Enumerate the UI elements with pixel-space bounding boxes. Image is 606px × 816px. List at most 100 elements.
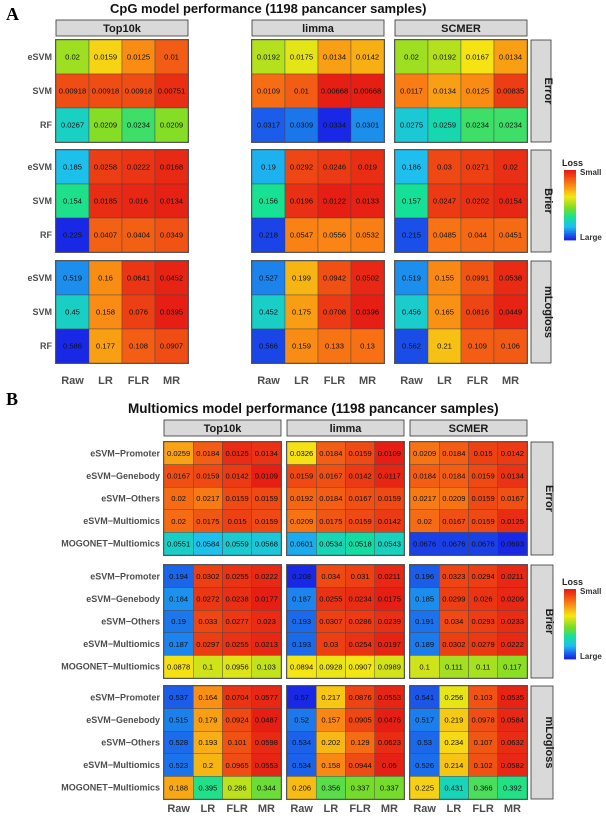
legend-swatch-b [564, 594, 576, 597]
legend-swatch-b [564, 597, 576, 600]
facet-strip-scmer-a [394, 19, 528, 37]
legend-swatch-a [564, 217, 576, 220]
cell-value-error-scmer-esvm-genebody-mr-b: 0.0134 [501, 472, 524, 481]
cell-value-mlogloss-top10k-esvm-others-lr-b: 0.193 [198, 738, 217, 747]
cell-value-brier-top10k-svm-flr-a: 0.016 [129, 197, 148, 206]
cell-value-mlogloss-top10k-rf-lr-a: 0.177 [96, 342, 115, 351]
cell-value-brier-limma-mogonet-multiomics-raw-b: 0.0894 [290, 662, 313, 671]
cell-value-mlogloss-scmer-esvm-lr-a: 0.155 [435, 274, 454, 283]
cell-value-brier-scmer-esvm-others-lr-b: 0.034 [444, 617, 463, 626]
legend-swatch-b [564, 631, 576, 634]
cell-value-brier-top10k-rf-lr-a: 0.0407 [94, 231, 117, 240]
heatmap-cell-mlogloss-scmer-rf-mr-a [493, 328, 528, 364]
heatmap-cell-mlogloss-scmer-rf-lr-a [427, 328, 462, 364]
heatmap-cell-mlogloss-limma-esvm-mr-a [350, 260, 385, 296]
legend-swatch-a [564, 208, 576, 211]
cell-value-error-top10k-esvm-genebody-lr-b: 0.0159 [196, 472, 219, 481]
heatmap-cell-error-scmer-rf-mr-a [493, 107, 528, 143]
cell-value-error-limma-esvm-promoter-raw-b: 0.0326 [290, 449, 313, 458]
heatmap-cell-brier-limma-esvm-raw-a [251, 149, 286, 185]
heatmap-cell-error-top10k-svm-flr-a [121, 73, 156, 109]
row-label-esvm-genebody-brier-b: eSVM−Genebody [86, 594, 160, 604]
heatmap-cell-mlogloss-scmer-svm-raw-a [394, 294, 429, 330]
cell-value-mlogloss-limma-rf-flr-a: 0.133 [325, 342, 344, 351]
legend-swatch-a [564, 226, 576, 229]
row-label-esvm-multiomics-brier-b: eSVM−Multiomics [83, 639, 160, 649]
cell-value-mlogloss-limma-esvm-flr-a: 0.0942 [323, 274, 346, 283]
heatmap-cell-brier-scmer-rf-mr-a [493, 217, 528, 253]
x-label-flr-top10k-a: FLR [128, 375, 149, 387]
legend-swatch-a [564, 187, 576, 190]
legend-swatch-a [564, 224, 576, 227]
heatmap-cell-mlogloss-limma-svm-lr-a [284, 294, 319, 330]
cell-value-mlogloss-top10k-esvm-genebody-mr-b: 0.0487 [255, 716, 278, 725]
row-label-rf-mlogloss-a: RF [40, 341, 52, 351]
heatmap-cell-brier-scmer-rf-raw-a [394, 217, 429, 253]
cell-value-error-top10k-esvm-promoter-mr-b: 0.0134 [255, 449, 278, 458]
cell-value-mlogloss-scmer-esvm-genebody-lr-b: 0.219 [444, 716, 463, 725]
cell-value-mlogloss-limma-esvm-promoter-flr-b: 0.0876 [349, 693, 372, 702]
cell-value-brier-top10k-mogonet-multiomics-mr-b: 0.103 [257, 662, 276, 671]
cell-value-mlogloss-scmer-rf-raw-a: 0.562 [402, 342, 421, 351]
cell-value-error-limma-esvm-raw-a: 0.0192 [257, 53, 280, 62]
heatmap-cell-mlogloss-limma-svm-mr-a [350, 294, 385, 330]
facet-border-error-scmer-b [409, 441, 528, 556]
row-label-esvm-multiomics-mlogloss-b: eSVM−Multiomics [83, 760, 160, 770]
cell-value-brier-limma-esvm-multiomics-mr-b: 0.0197 [378, 640, 401, 649]
cell-value-mlogloss-scmer-esvm-multiomics-raw-b: 0.526 [415, 761, 434, 770]
cell-value-brier-scmer-esvm-multiomics-mr-b: 0.0222 [501, 640, 524, 649]
legend-swatch-a [564, 185, 576, 188]
facet-strip-top10k-b [163, 419, 282, 437]
cell-value-brier-limma-esvm-multiomics-flr-b: 0.0254 [349, 640, 372, 649]
cell-value-brier-limma-esvm-raw-a: 0.19 [261, 163, 276, 172]
cell-value-error-scmer-esvm-others-mr-b: 0.0167 [501, 494, 524, 503]
row-label-svm-brier-a: SVM [32, 196, 52, 206]
facet-strip-limma-a [251, 19, 385, 37]
facet-border-brier-top10k-b [163, 564, 282, 679]
cell-value-mlogloss-limma-mogonet-multiomics-lr-b: 0.356 [321, 783, 340, 792]
cell-value-mlogloss-top10k-mogonet-multiomics-mr-b: 0.344 [257, 783, 276, 792]
cell-value-error-scmer-mogonet-multiomics-mr-b: 0.0693 [501, 539, 524, 548]
cell-value-error-scmer-esvm-multiomics-mr-b: 0.0125 [501, 517, 524, 526]
cell-value-brier-limma-esvm-genebody-flr-b: 0.0234 [349, 595, 372, 604]
x-label-raw-limma-a: Raw [257, 375, 280, 387]
cell-value-brier-top10k-esvm-others-mr-b: 0.023 [257, 617, 276, 626]
heatmap-cell-mlogloss-scmer-esvm-lr-a [427, 260, 462, 296]
row-label-esvm-others-mlogloss-b: eSVM−Others [101, 738, 160, 748]
cell-value-error-limma-mogonet-multiomics-raw-b: 0.0601 [290, 539, 313, 548]
cell-value-mlogloss-limma-esvm-genebody-mr-b: 0.0476 [378, 716, 401, 725]
x-label-raw-limma-b: Raw [290, 803, 313, 815]
cell-value-brier-scmer-esvm-flr-a: 0.0271 [466, 163, 489, 172]
cell-value-mlogloss-top10k-esvm-genebody-flr-b: 0.0924 [226, 716, 249, 725]
x-label-flr-scmer-a: FLR [467, 375, 488, 387]
heatmap-cell-error-scmer-esvm-mr-a [493, 39, 528, 75]
x-label-flr-limma-b: FLR [349, 803, 370, 815]
legend-bottom-label-b: Large [580, 652, 602, 661]
legend-swatch-b [564, 604, 576, 607]
row-label-esvm-error-a: eSVM [27, 52, 52, 62]
cell-value-brier-top10k-esvm-multiomics-raw-b: 0.187 [169, 640, 188, 649]
cell-value-brier-scmer-esvm-multiomics-lr-b: 0.0302 [442, 640, 465, 649]
legend-swatch-b [564, 622, 576, 625]
x-label-mr-limma-b: MR [381, 803, 398, 815]
cell-value-error-limma-esvm-others-mr-b: 0.0159 [378, 494, 401, 503]
x-label-lr-limma-b: LR [324, 803, 339, 815]
heatmap-cell-error-limma-svm-flr-a [317, 73, 352, 109]
cell-value-brier-top10k-rf-raw-a: 0.225 [63, 231, 82, 240]
cell-value-mlogloss-top10k-rf-mr-a: 0.0907 [160, 342, 183, 351]
legend-swatch-a [564, 192, 576, 195]
row-label-mogonet-multiomics-mlogloss-b: MOGONET−Multiomics [61, 783, 160, 793]
cell-value-mlogloss-top10k-esvm-multiomics-flr-b: 0.0965 [226, 761, 249, 770]
cell-value-error-limma-esvm-multiomics-lr-b: 0.0175 [319, 517, 342, 526]
heatmap-cell-mlogloss-top10k-rf-mr-a [154, 328, 189, 364]
cell-value-brier-limma-svm-lr-a: 0.0196 [290, 197, 313, 206]
cell-value-error-top10k-esvm-promoter-flr-b: 0.0125 [226, 449, 249, 458]
row-label-esvm-others-error-b: eSVM−Others [101, 494, 160, 504]
cell-value-error-scmer-mogonet-multiomics-raw-b: 0.0676 [413, 539, 436, 548]
cell-value-brier-limma-esvm-promoter-flr-b: 0.031 [351, 572, 370, 581]
cell-value-error-limma-esvm-genebody-mr-b: 0.0117 [378, 472, 401, 481]
legend-swatch-a [564, 236, 576, 239]
cell-value-error-top10k-rf-lr-a: 0.0209 [94, 121, 117, 130]
cell-value-mlogloss-top10k-esvm-others-mr-b: 0.0598 [255, 738, 278, 747]
facet-border-brier-scmer-a [394, 149, 528, 253]
